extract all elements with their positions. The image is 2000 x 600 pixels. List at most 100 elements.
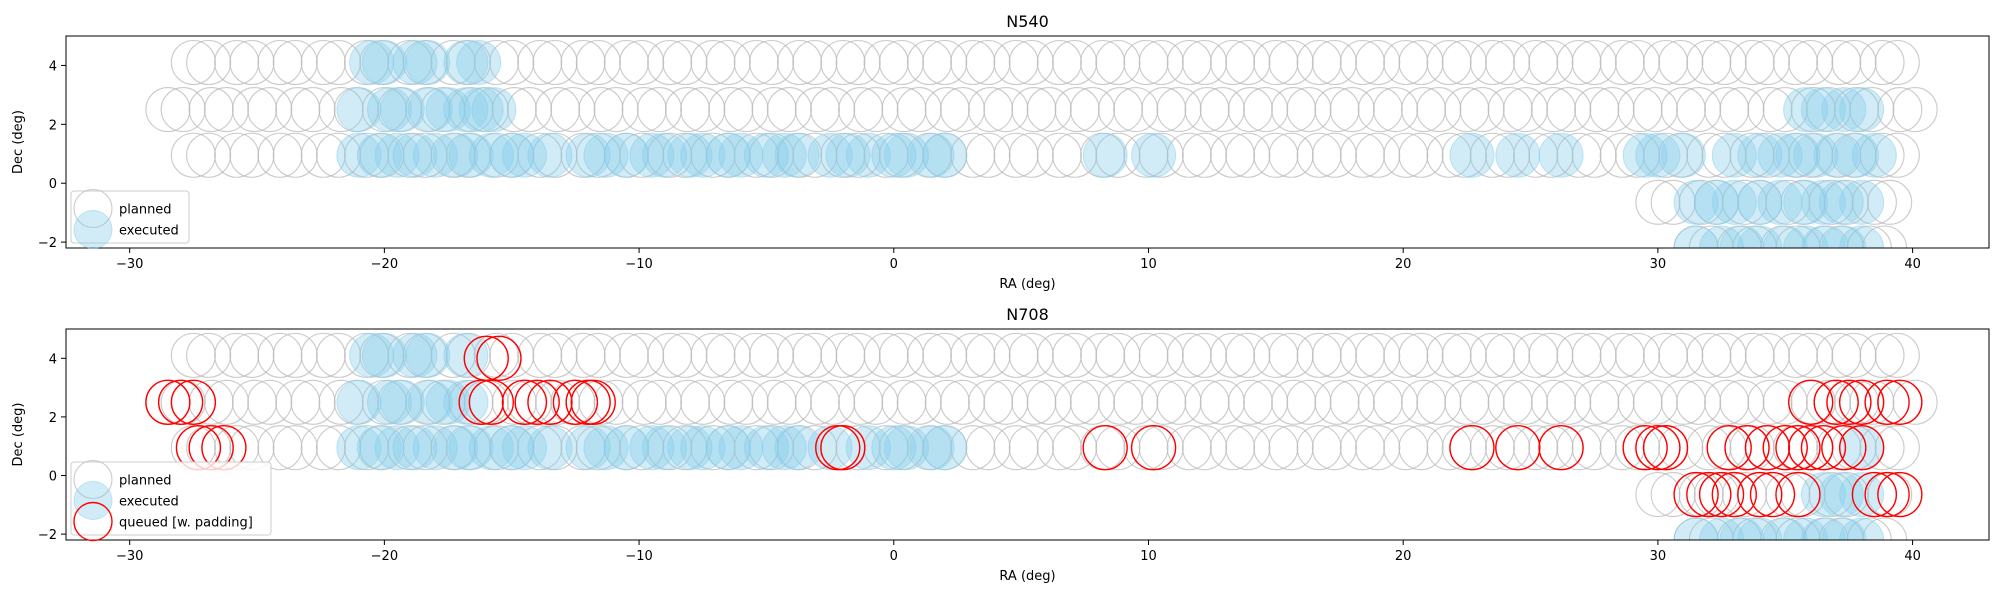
chart-title: N540 [1006, 12, 1049, 31]
queued-field [1635, 424, 1681, 471]
planned-field [1253, 332, 1299, 378]
planned-field [621, 379, 667, 425]
executed-field [1762, 225, 1808, 248]
planned-field [748, 332, 795, 378]
x-tick-label: 0 [890, 257, 898, 272]
planned-field [1530, 379, 1577, 425]
executed-field [443, 379, 489, 425]
planned-field [1701, 132, 1747, 178]
planned-field [983, 379, 1029, 425]
executed-field [448, 132, 494, 178]
planned-field [1874, 39, 1920, 86]
planned-field [1862, 517, 1908, 540]
planned-field [550, 87, 596, 133]
planned-field [878, 132, 924, 178]
queued-field [1762, 424, 1808, 471]
planned-field [1701, 332, 1747, 378]
legend-label: planned [119, 203, 172, 218]
planned-field [878, 425, 924, 471]
planned-field [680, 379, 726, 425]
executed-field [1783, 179, 1829, 225]
planned-field [1355, 132, 1401, 178]
executed-field [718, 425, 764, 471]
legend-box [70, 190, 190, 244]
executed-field [392, 332, 438, 378]
planned-field [1426, 39, 1472, 86]
planned-field [1805, 379, 1852, 425]
x-axis-label: RA (deg) [999, 277, 1055, 292]
planned-field [1156, 379, 1202, 425]
planned-field [1268, 425, 1314, 471]
planned-field [680, 87, 726, 133]
queued-field [476, 335, 522, 382]
queued-field [1851, 471, 1898, 518]
planned-field [300, 39, 346, 86]
planned-field [1744, 332, 1790, 378]
y-axis-label: Dec (deg) [11, 110, 26, 174]
executed-field [1834, 132, 1880, 178]
planned-field [1227, 379, 1273, 425]
planned-field [1574, 379, 1620, 425]
planned-field [575, 332, 621, 378]
planned-field [160, 87, 206, 133]
planned-field [593, 87, 639, 133]
planned-field [300, 132, 346, 178]
planned-field [1011, 87, 1057, 133]
planned-field [1874, 425, 1920, 471]
planned-field [532, 39, 578, 86]
planned-field [733, 332, 779, 378]
queued-field [1864, 379, 1910, 425]
executed-field [705, 132, 751, 178]
planned-field [993, 132, 1039, 178]
planned-field [1831, 425, 1877, 471]
queued-field [1698, 471, 1745, 518]
planned-field [810, 379, 856, 425]
queued-field [1800, 424, 1847, 471]
planned-field [1271, 87, 1317, 133]
planned-field [950, 39, 996, 86]
planned-field [290, 379, 336, 425]
executed-field [1775, 132, 1821, 178]
executed-field [761, 425, 807, 471]
planned-field [1729, 132, 1775, 178]
planned-field [1762, 87, 1808, 133]
planned-field [578, 87, 624, 133]
executed-field [603, 425, 649, 471]
legend-marker [73, 481, 113, 520]
planned-field [922, 332, 968, 378]
planned-field [560, 132, 606, 178]
queued-field [1877, 471, 1923, 518]
planned-field [1589, 87, 1635, 133]
planned-field [1686, 425, 1732, 471]
y-axis-label: Dec (deg) [11, 403, 26, 467]
executed-field [374, 425, 420, 471]
executed-field [1800, 179, 1846, 225]
executed-field [1635, 132, 1681, 178]
planned-field [1401, 87, 1447, 133]
legend-marker [73, 501, 113, 542]
planned-field [1805, 87, 1852, 133]
executed-field [366, 379, 412, 425]
planned-field [1401, 379, 1447, 425]
planned-field [993, 39, 1039, 86]
planned-field [853, 87, 899, 133]
planned-field [1513, 39, 1559, 86]
executed-field [366, 87, 412, 133]
executed-field [407, 379, 453, 425]
planned-field [1026, 87, 1072, 133]
planned-field [170, 332, 216, 378]
executed-field [642, 425, 688, 471]
planned-field [1138, 39, 1184, 86]
planned-field [1642, 332, 1689, 378]
executed-field [433, 132, 479, 178]
executed-field [1839, 179, 1885, 225]
queued-field [1538, 424, 1584, 471]
executed-field [433, 425, 479, 471]
executed-field [825, 132, 871, 178]
planned-field [361, 87, 407, 133]
planned-field [1719, 379, 1765, 425]
planned-field [1036, 332, 1082, 378]
planned-field [315, 425, 362, 471]
planned-field [1658, 39, 1704, 86]
executed-field [642, 132, 688, 178]
